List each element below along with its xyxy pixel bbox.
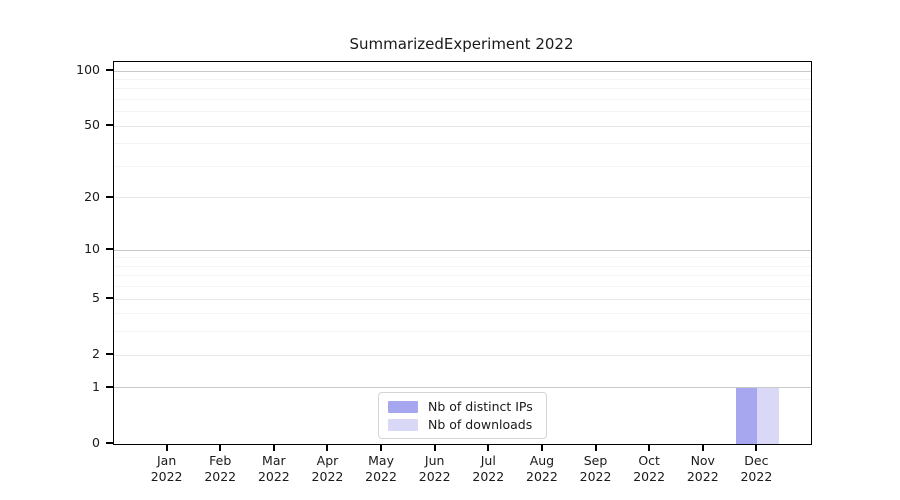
x-tick-year: 2022 [365, 469, 397, 484]
x-tick-year: 2022 [204, 469, 237, 484]
x-tick-label: Nov 2022 [671, 453, 735, 485]
x-tick-label: Sep 2022 [564, 453, 628, 485]
bar-distinct-ips-11 [735, 387, 758, 444]
y-tick-label: 10 [84, 241, 100, 257]
legend-swatch [388, 400, 418, 413]
y-tick-label: 1 [92, 378, 100, 394]
gridline-minor [114, 165, 811, 167]
x-tick-year: 2022 [633, 469, 666, 484]
x-tick-month: Jun [424, 453, 445, 468]
x-tick-label: Dec 2022 [724, 453, 788, 485]
gridline-minor [114, 286, 811, 288]
gridline-minor [114, 98, 811, 100]
x-tick-month: Sep [583, 453, 608, 468]
x-tick-label: Jun 2022 [403, 453, 467, 485]
legend-item-distinct-ips: Nb of distinct IPs [388, 399, 537, 414]
x-tick-month: Aug [529, 453, 555, 468]
y-tick-mark [106, 124, 113, 127]
x-tick-label: Jan 2022 [135, 453, 199, 485]
x-tick-year: 2022 [257, 469, 290, 484]
gridline-minor [114, 313, 811, 315]
gridline-minor [114, 265, 811, 267]
y-tick-mark [106, 385, 113, 388]
y-tick-mark [106, 297, 113, 300]
gridline-major [114, 70, 811, 72]
gridline-minor [114, 275, 811, 277]
x-tick-label: May 2022 [349, 453, 413, 485]
gridline-minor [114, 111, 811, 113]
x-tick-label: Apr 2022 [295, 453, 359, 485]
x-tick-label: Aug 2022 [510, 453, 574, 485]
x-tick-month: Dec [744, 453, 769, 468]
x-tick-label: Oct 2022 [617, 453, 681, 485]
x-tick-year: 2022 [472, 469, 505, 484]
x-tick-year: 2022 [526, 469, 558, 484]
x-tick-month: Oct [638, 453, 660, 468]
x-tick-mark [701, 444, 704, 451]
x-tick-month: May [368, 453, 394, 468]
gridline-major [114, 354, 811, 356]
x-tick-month: Apr [316, 453, 339, 468]
y-tick-mark [106, 195, 113, 198]
gridline-minor [114, 88, 811, 90]
legend-item-downloads: Nb of downloads [388, 417, 537, 432]
x-tick-month: Feb [209, 453, 232, 468]
bar-downloads-11 [757, 387, 779, 444]
y-tick-label: 2 [92, 346, 100, 362]
y-tick-label: 20 [84, 188, 100, 204]
x-tick-month: Nov [690, 453, 715, 468]
y-tick-label: 50 [84, 117, 100, 133]
y-tick-mark [106, 442, 113, 444]
gridline-minor [114, 78, 811, 80]
gridline-minor [114, 257, 811, 259]
legend: Nb of distinct IPs Nb of downloads [378, 392, 547, 439]
y-tick-label: 0 [92, 435, 100, 450]
gridline-major [114, 197, 811, 199]
y-tick-label: 100 [76, 62, 100, 77]
x-tick-year: 2022 [150, 469, 183, 484]
legend-label: Nb of distinct IPs [428, 399, 533, 414]
x-tick-mark [540, 444, 543, 451]
gridline-major [114, 125, 811, 127]
gridline-major [114, 387, 811, 389]
y-tick-label: 5 [92, 290, 100, 306]
x-tick-year: 2022 [686, 469, 719, 484]
y-tick-mark [106, 248, 113, 251]
plot-area [113, 61, 812, 445]
x-tick-month: Mar [262, 453, 286, 468]
x-tick-year: 2022 [418, 469, 451, 484]
x-tick-year: 2022 [311, 469, 344, 484]
x-tick-mark [648, 444, 651, 451]
x-tick-year: 2022 [579, 469, 612, 484]
x-tick-mark [755, 444, 758, 451]
gridline-minor [114, 143, 811, 145]
x-tick-mark [165, 444, 168, 451]
y-tick-mark [106, 353, 113, 356]
x-tick-month: Jan [156, 453, 177, 468]
x-tick-label: Jul 2022 [456, 453, 520, 485]
x-tick-mark [326, 444, 329, 451]
x-tick-month: Jul [480, 453, 496, 468]
x-tick-label: Mar 2022 [242, 453, 306, 485]
gridline-major [114, 249, 811, 251]
x-tick-mark [219, 444, 222, 451]
x-tick-mark [487, 444, 490, 451]
gridline-minor [114, 331, 811, 333]
chart-title: SummarizedExperiment 2022 [349, 35, 574, 53]
x-tick-mark [433, 444, 436, 451]
x-tick-mark [272, 444, 275, 451]
x-tick-mark [594, 444, 597, 451]
legend-swatch [388, 418, 418, 431]
x-tick-label: Feb 2022 [188, 453, 252, 485]
legend-label: Nb of downloads [428, 417, 533, 432]
x-tick-mark [380, 444, 383, 451]
gridline-major [114, 298, 811, 300]
x-tick-year: 2022 [740, 469, 773, 484]
y-tick-mark [106, 69, 113, 71]
